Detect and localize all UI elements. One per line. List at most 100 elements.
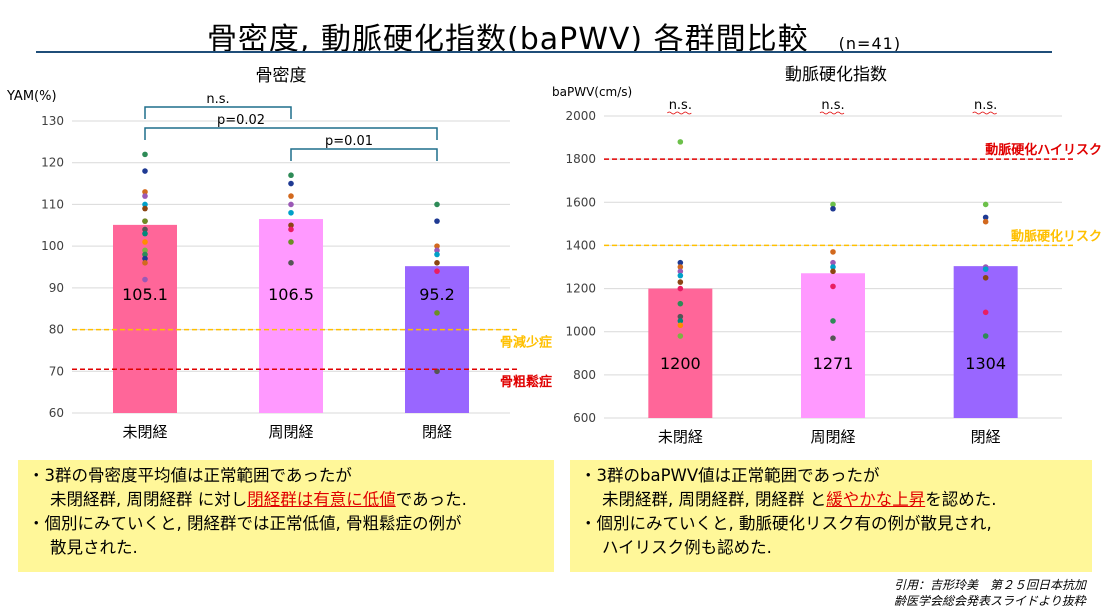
sample-size: (n=41) xyxy=(838,34,902,53)
x-tick-label: 周閉経 xyxy=(268,423,313,441)
data-point xyxy=(142,218,148,224)
data-point xyxy=(982,218,989,225)
reference-line-label: 骨減少症 xyxy=(500,335,552,351)
data-point xyxy=(288,209,294,216)
data-point xyxy=(142,239,148,245)
data-point xyxy=(677,268,684,275)
data-point xyxy=(830,259,836,266)
data-point xyxy=(142,226,148,233)
x-tick-label: 未閉経 xyxy=(658,428,703,446)
data-point xyxy=(677,264,684,270)
data-point xyxy=(830,249,836,255)
bapwv-summary: ・3群のbaPWV値は正常範囲であったが 未閉経群, 周閉経群, 閉経群 と緩や… xyxy=(570,460,1092,572)
y-tick-label: 90 xyxy=(49,281,64,295)
data-point xyxy=(288,222,294,229)
bar xyxy=(953,266,1018,418)
bar-value-label: 105.1 xyxy=(122,285,168,304)
y-tick-label: 1600 xyxy=(565,195,596,209)
data-point xyxy=(288,193,294,199)
bone-density-chart: 骨密度 YAM(%) 60 70 80 90 100 110 120 130 105.1 未閉経 106… xyxy=(6,66,552,441)
y-tick-label: 2000 xyxy=(565,109,596,123)
bar xyxy=(648,288,713,418)
x-tick-label: 閉経 xyxy=(422,423,452,441)
data-point xyxy=(288,180,294,187)
data-point xyxy=(288,172,294,179)
x-tick-label: 未閉経 xyxy=(122,423,167,441)
bar-value-label: 95.2 xyxy=(419,285,455,304)
y-tick-label: 110 xyxy=(41,197,64,211)
bar-value-label: 1200 xyxy=(660,354,701,373)
data-point xyxy=(288,260,294,266)
summary-text: であった. xyxy=(395,490,467,509)
bar xyxy=(405,266,469,413)
significance-label: p=0.02 xyxy=(217,113,265,128)
data-point xyxy=(142,247,148,254)
data-point xyxy=(982,266,989,272)
data-point xyxy=(677,322,684,329)
summary-text: 未閉経群, 周閉経群 に対し xyxy=(50,490,248,509)
y-tick-label: 120 xyxy=(41,156,64,170)
data-point xyxy=(142,168,148,174)
data-point xyxy=(142,193,148,199)
data-point xyxy=(677,285,684,292)
y-axis-label: YAM(%) xyxy=(6,89,57,104)
summary-highlight: 緩やかな上昇 xyxy=(826,490,926,509)
y-tick-label: 1000 xyxy=(565,325,596,339)
significance-bracket xyxy=(144,127,438,140)
data-point xyxy=(677,300,684,307)
data-point xyxy=(830,268,836,275)
data-point xyxy=(434,260,440,266)
summary-line: ・個別にみていくと, 閉経群では正常低値, 骨粗鬆症の例が xyxy=(28,514,462,533)
data-point xyxy=(434,310,440,316)
chart-title: 動脈硬化指数 xyxy=(785,65,887,85)
spellcheck-underline xyxy=(667,111,692,115)
y-tick-label: 600 xyxy=(573,411,596,425)
x-tick-label: 周閉経 xyxy=(810,428,855,446)
group-significance-label: n.s. xyxy=(821,98,844,113)
data-point xyxy=(434,201,440,208)
y-tick-label: 70 xyxy=(49,364,64,378)
data-point xyxy=(142,260,148,266)
data-point xyxy=(982,309,989,316)
data-point xyxy=(830,205,836,212)
bar-value-label: 106.5 xyxy=(268,285,314,304)
bar xyxy=(801,273,865,418)
spellcheck-underline xyxy=(972,111,997,115)
significance-label: n.s. xyxy=(206,92,229,107)
data-point xyxy=(434,247,440,254)
data-point xyxy=(142,189,148,195)
y-tick-label: 1400 xyxy=(565,238,596,252)
data-point xyxy=(677,259,684,266)
data-point xyxy=(677,333,684,339)
data-point xyxy=(288,201,294,208)
bapwv-chart: 動脈硬化指数 baPWV(cm/s) 600 800 1000 1200 1400 1600 1… xyxy=(552,65,1102,446)
data-point xyxy=(830,201,836,208)
data-point xyxy=(982,214,989,221)
summary-text: を認めた. xyxy=(925,490,997,509)
data-point xyxy=(677,272,684,279)
data-point xyxy=(142,201,148,208)
data-point xyxy=(677,139,684,145)
data-point xyxy=(434,251,440,258)
data-point xyxy=(830,283,836,290)
reference-line-label: 骨粗鬆症 xyxy=(500,374,552,390)
data-point xyxy=(142,251,148,258)
summary-line: ・3群のbaPWV値は正常範囲であったが xyxy=(580,466,880,485)
data-point xyxy=(434,218,440,224)
group-significance-label: n.s. xyxy=(669,98,692,113)
reference-line-label: 動脈硬化ハイリスク xyxy=(985,142,1102,158)
title-underline xyxy=(36,51,1052,53)
data-point xyxy=(142,230,148,237)
data-point xyxy=(434,268,440,274)
data-point xyxy=(288,226,294,233)
y-tick-label: 60 xyxy=(49,406,64,420)
spellcheck-underline xyxy=(819,111,845,115)
summary-text: 未閉経群, 周閉経群, 閉経群 と xyxy=(602,490,827,509)
bar-value-label: 1304 xyxy=(965,354,1006,373)
data-point xyxy=(677,313,684,320)
significance-bracket xyxy=(144,106,292,119)
bone-density-summary: ・3群の骨密度平均値は正常範囲であったが 未閉経群, 周閉経群 に対し閉経群は有… xyxy=(18,460,554,572)
y-tick-label: 130 xyxy=(41,114,64,128)
bar-value-label: 1271 xyxy=(813,354,854,373)
data-point xyxy=(830,264,836,270)
